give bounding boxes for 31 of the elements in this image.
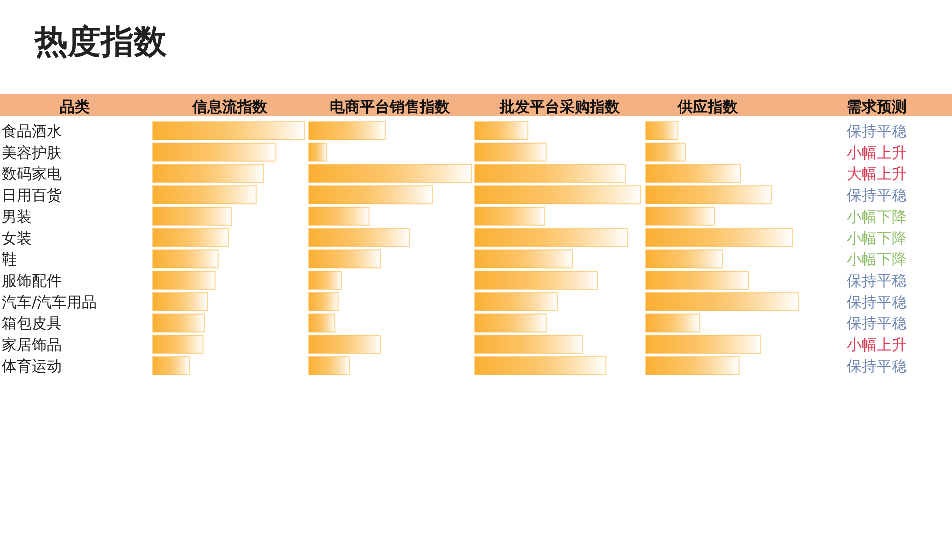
y-tick-label: 食品酒水 [2,122,62,140]
text: 热度指数 [34,22,168,61]
text: 保持平稳 [847,122,907,140]
y-tick-label: 鞋 [2,250,17,269]
text: 小幅上升 [847,336,907,354]
y-tick-label: 数码家电 [2,165,62,184]
text: 小幅上升 [847,144,907,162]
y-tick-label: 箱包皮具 [2,314,62,333]
chart-title: 信息流指数 [192,98,268,116]
text: 保持平稳 [847,272,907,290]
y-tick-label: 汽车/汽车用品 [2,293,98,312]
y-tick-label: 家居饰品 [2,336,62,354]
y-tick-label: 体育运动 [2,357,62,376]
y-tick-label: 日用百货 [2,186,62,205]
chart-title: 供应指数 [677,98,739,116]
text: 小幅下降 [847,229,907,248]
y-axis-title: 品类 [60,98,90,116]
text: 小幅下降 [847,250,907,269]
y-tick-label: 服饰配件 [2,272,62,290]
y-tick-label: 男装 [2,208,32,226]
text: 保持平稳 [847,186,907,205]
chart-title: 批发平台采购指数 [499,98,621,116]
text: 小幅下降 [847,208,907,226]
text: 保持平稳 [847,293,907,312]
text: 需求预测 [847,98,907,116]
text: 保持平稳 [847,357,907,376]
chart-title: 电商平台销售指数 [330,98,451,116]
text: 保持平稳 [847,314,907,333]
text: 大幅上升 [847,165,907,184]
y-tick-label: 美容护肤 [2,144,62,162]
y-tick-label: 女装 [2,229,32,248]
